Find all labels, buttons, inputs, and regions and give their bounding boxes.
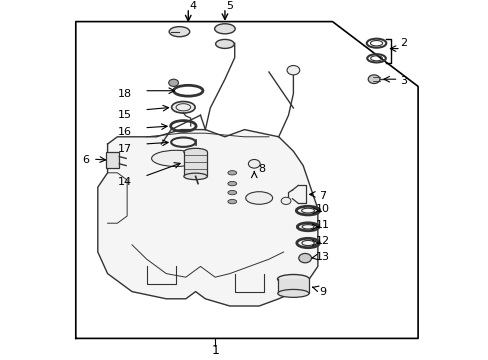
Text: 10: 10	[315, 204, 329, 214]
Ellipse shape	[245, 192, 272, 204]
Text: 12: 12	[315, 236, 329, 246]
Circle shape	[286, 66, 299, 75]
Text: 15: 15	[118, 110, 131, 120]
Ellipse shape	[151, 150, 200, 166]
Text: 14: 14	[118, 177, 131, 187]
Text: 17: 17	[118, 144, 131, 154]
Ellipse shape	[214, 24, 235, 34]
Text: 4: 4	[189, 1, 196, 11]
Text: 3: 3	[399, 76, 406, 86]
Ellipse shape	[215, 40, 234, 49]
Text: 8: 8	[258, 164, 264, 174]
Circle shape	[281, 197, 290, 204]
Bar	[183, 152, 207, 176]
Ellipse shape	[169, 27, 189, 37]
Text: 6: 6	[82, 155, 89, 165]
Bar	[277, 279, 308, 293]
Ellipse shape	[183, 173, 207, 180]
Ellipse shape	[227, 171, 236, 175]
Circle shape	[367, 75, 379, 84]
Ellipse shape	[277, 289, 308, 297]
Text: 9: 9	[319, 287, 325, 297]
Polygon shape	[98, 130, 317, 306]
Circle shape	[168, 79, 178, 86]
Ellipse shape	[171, 102, 195, 113]
Circle shape	[298, 253, 311, 263]
Text: 18: 18	[118, 89, 131, 99]
Ellipse shape	[227, 190, 236, 195]
Circle shape	[248, 159, 260, 168]
Text: 5: 5	[226, 1, 233, 11]
Text: 2: 2	[399, 38, 406, 48]
Ellipse shape	[227, 181, 236, 186]
Text: 1: 1	[211, 345, 219, 357]
Bar	[105, 152, 119, 168]
Ellipse shape	[277, 274, 308, 284]
Text: 13: 13	[315, 252, 329, 262]
Ellipse shape	[183, 148, 207, 156]
Text: 16: 16	[118, 127, 131, 137]
Text: 11: 11	[315, 220, 329, 230]
Text: 7: 7	[319, 191, 325, 201]
Ellipse shape	[227, 199, 236, 204]
